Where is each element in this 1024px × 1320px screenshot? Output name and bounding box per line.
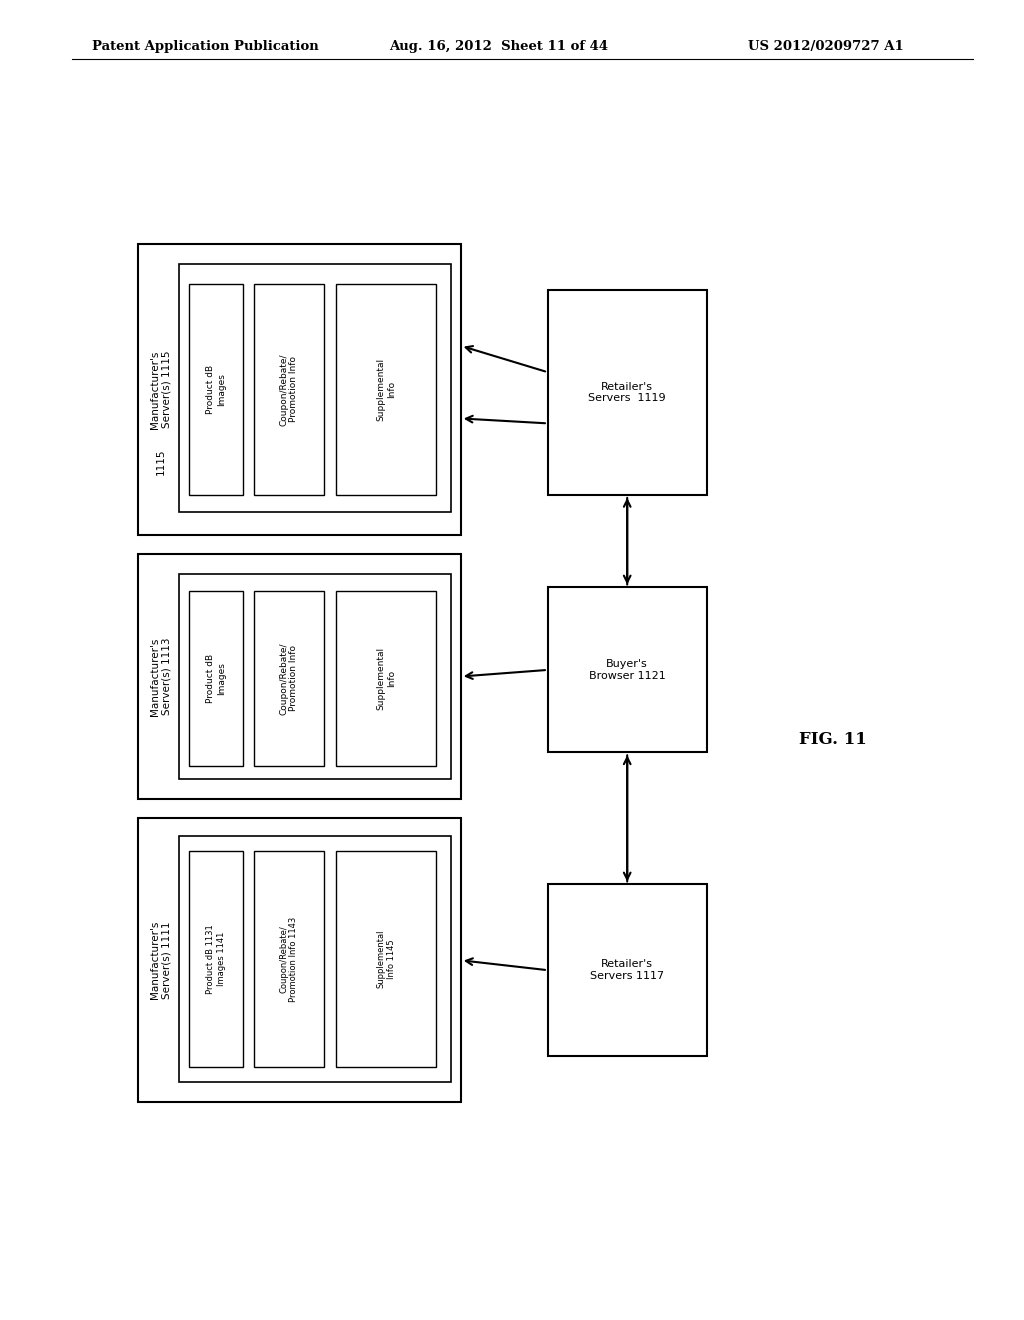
FancyBboxPatch shape bbox=[548, 290, 707, 495]
FancyBboxPatch shape bbox=[138, 554, 461, 799]
Text: Supplemental
Info 1145: Supplemental Info 1145 bbox=[377, 929, 395, 989]
FancyBboxPatch shape bbox=[189, 284, 243, 495]
FancyBboxPatch shape bbox=[179, 264, 451, 512]
FancyBboxPatch shape bbox=[548, 587, 707, 752]
Text: Patent Application Publication: Patent Application Publication bbox=[92, 40, 318, 53]
FancyBboxPatch shape bbox=[548, 884, 707, 1056]
Text: 1115: 1115 bbox=[156, 449, 166, 475]
FancyBboxPatch shape bbox=[138, 244, 461, 535]
Text: Retailer's
Servers 1117: Retailer's Servers 1117 bbox=[590, 960, 665, 981]
Text: Coupon/Rebate/
Promotion Info: Coupon/Rebate/ Promotion Info bbox=[280, 354, 298, 425]
FancyBboxPatch shape bbox=[254, 284, 324, 495]
FancyBboxPatch shape bbox=[254, 851, 324, 1067]
Text: Coupon/Rebate/
Promotion Info: Coupon/Rebate/ Promotion Info bbox=[280, 643, 298, 714]
Text: Product dB
Images: Product dB Images bbox=[207, 653, 225, 704]
FancyBboxPatch shape bbox=[189, 851, 243, 1067]
FancyBboxPatch shape bbox=[138, 818, 461, 1102]
Text: Product dB 1131
Images 1141: Product dB 1131 Images 1141 bbox=[207, 924, 225, 994]
Text: US 2012/0209727 A1: US 2012/0209727 A1 bbox=[748, 40, 903, 53]
Text: Manufacturer's
Server(s) 1111: Manufacturer's Server(s) 1111 bbox=[150, 921, 172, 999]
Text: Aug. 16, 2012  Sheet 11 of 44: Aug. 16, 2012 Sheet 11 of 44 bbox=[389, 40, 608, 53]
Text: Buyer's
Browser 1121: Buyer's Browser 1121 bbox=[589, 659, 666, 681]
FancyBboxPatch shape bbox=[254, 591, 324, 766]
Text: Manufacturer's
Server(s) 1113: Manufacturer's Server(s) 1113 bbox=[150, 638, 172, 715]
FancyBboxPatch shape bbox=[336, 851, 436, 1067]
FancyBboxPatch shape bbox=[179, 574, 451, 779]
FancyBboxPatch shape bbox=[336, 284, 436, 495]
Text: FIG. 11: FIG. 11 bbox=[799, 731, 866, 747]
Text: Manufacturer's
Server(s) 1115: Manufacturer's Server(s) 1115 bbox=[150, 350, 172, 429]
Text: Coupon/Rebate/
Promotion Info 1143: Coupon/Rebate/ Promotion Info 1143 bbox=[280, 916, 298, 1002]
Text: Retailer's
Servers  1119: Retailer's Servers 1119 bbox=[589, 381, 666, 404]
Text: Product dB
Images: Product dB Images bbox=[207, 364, 225, 414]
FancyBboxPatch shape bbox=[179, 836, 451, 1082]
Text: Supplemental
Info: Supplemental Info bbox=[377, 358, 395, 421]
Text: Supplemental
Info: Supplemental Info bbox=[377, 647, 395, 710]
FancyBboxPatch shape bbox=[336, 591, 436, 766]
FancyBboxPatch shape bbox=[189, 591, 243, 766]
